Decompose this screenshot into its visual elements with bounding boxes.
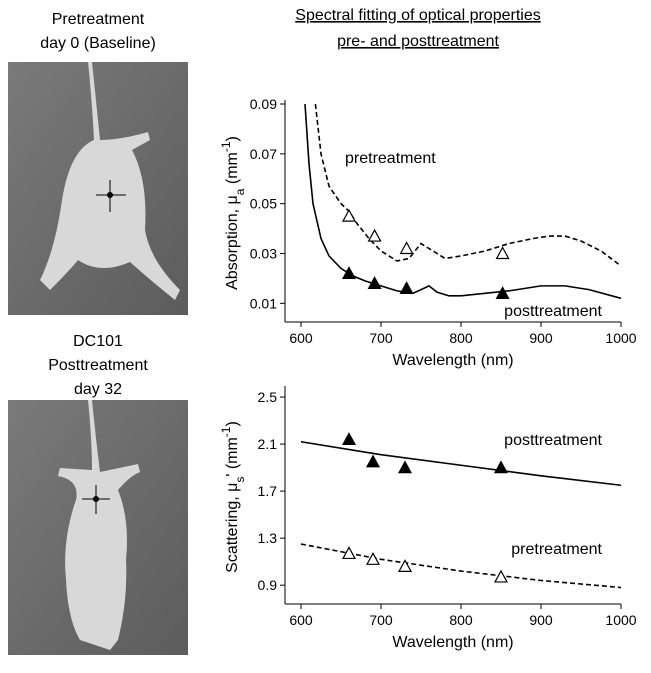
measured-point	[397, 559, 413, 572]
y-tick-label: 0.03	[250, 245, 277, 261]
photo-label: DC101	[73, 333, 123, 350]
x-axis-label: Wavelength (nm)	[392, 352, 513, 369]
y-axis-label-part: ' (mm	[224, 437, 241, 476]
y-axis-label-part: -1	[219, 426, 233, 437]
measured-point	[495, 246, 510, 260]
y-tick-label: 2.5	[258, 389, 278, 405]
title: pre- and posttreatment	[337, 33, 499, 50]
x-tick-label: 700	[369, 612, 393, 628]
measured-point	[341, 546, 357, 560]
measured-point	[493, 569, 509, 583]
photo-label: Posttreatment	[48, 357, 148, 374]
y-tick-label: 0.09	[250, 96, 277, 112]
y-tick-label: 0.07	[250, 146, 277, 162]
measured-point	[397, 460, 413, 474]
y-axis-label-part: (mm	[224, 152, 241, 188]
measured-point	[495, 286, 510, 299]
x-tick-label: 600	[289, 612, 313, 628]
series-label: pretreatment	[511, 541, 602, 558]
measured-point	[365, 454, 381, 468]
photo-label: day 32	[74, 381, 122, 398]
y-tick-label: 2.1	[258, 436, 278, 452]
measured-point	[341, 266, 357, 280]
photo-top	[8, 62, 188, 315]
x-tick-label: 1000	[605, 330, 636, 346]
x-tick-label: 900	[529, 612, 553, 628]
measured-point	[365, 552, 381, 565]
photo-bottom	[8, 400, 188, 655]
measured-point	[341, 432, 357, 445]
measured-point	[367, 276, 382, 289]
y-tick-label: 0.05	[250, 196, 277, 212]
measured-point	[399, 281, 414, 294]
y-axis-label-part: Absorption, μ	[224, 195, 241, 290]
y-tick-label: 1.7	[258, 483, 278, 499]
y-axis-label: Absorption, μa (mm-1)	[219, 136, 247, 290]
fit-line	[304, 103, 622, 300]
measured-point	[367, 228, 382, 242]
x-tick-label: 600	[289, 330, 313, 346]
y-axis-label-part: )	[224, 421, 241, 426]
measured-point	[341, 208, 357, 222]
title: Spectral fitting of optical properties	[295, 7, 540, 24]
y-tick-label: 0.9	[258, 577, 278, 593]
x-tick-label: 800	[449, 612, 473, 628]
fit-line	[300, 543, 622, 589]
x-axis-label: Wavelength (nm)	[392, 634, 513, 651]
x-tick-label: 900	[529, 330, 553, 346]
photo-label: day 0 (Baseline)	[40, 35, 156, 52]
y-tick-label: 1.3	[258, 530, 278, 546]
series-label: posttreatment	[504, 432, 602, 449]
y-axis-label-part: -1	[219, 141, 233, 152]
y-axis-label-part: Scattering, μ	[224, 483, 241, 573]
measured-point	[493, 460, 509, 474]
fit-line	[300, 440, 622, 487]
y-axis-label-part: )	[224, 136, 241, 141]
series-label: posttreatment	[504, 303, 602, 320]
y-axis-label-part: a	[233, 188, 247, 195]
fit-line	[314, 103, 622, 267]
photo-label: Pretreatment	[52, 11, 145, 28]
x-tick-label: 700	[369, 330, 393, 346]
x-tick-label: 800	[449, 330, 473, 346]
y-axis-label-part: s	[233, 477, 247, 483]
y-axis-label: Scattering, μs' (mm-1)	[219, 421, 247, 573]
measured-point	[399, 241, 414, 255]
x-tick-label: 1000	[605, 612, 636, 628]
series-label: pretreatment	[345, 150, 436, 167]
y-tick-label: 0.01	[250, 295, 277, 311]
